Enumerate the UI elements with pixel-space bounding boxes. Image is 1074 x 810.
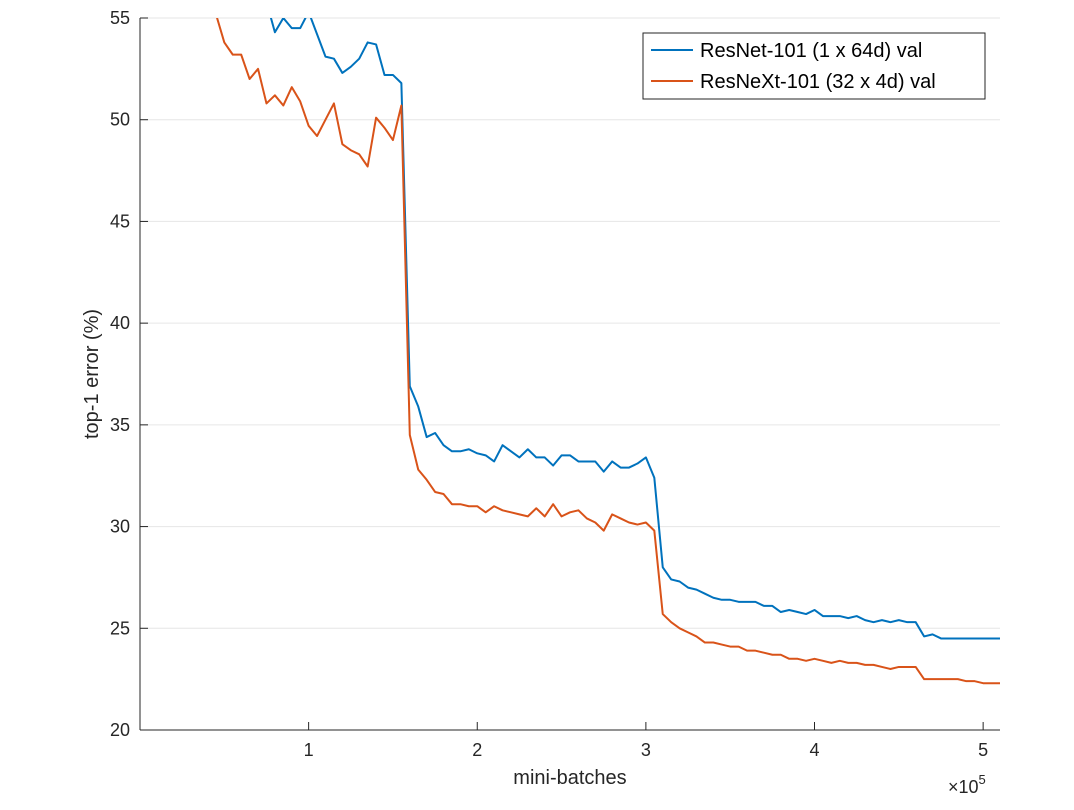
x-tick-label: 4: [810, 740, 820, 760]
series-line-0: [269, 18, 1000, 640]
legend-label-resnext: ResNeXt-101 (32 x 4d) val: [700, 71, 936, 93]
x-tick-label: 2: [472, 740, 482, 760]
y-tick-label: 55: [110, 8, 130, 28]
legend-label-resnet: ResNet-101 (1 x 64d) val: [700, 40, 922, 62]
y-tick-label: 50: [110, 110, 130, 130]
y-tick-label: 25: [110, 618, 130, 638]
x-axis-label: mini-batches: [513, 767, 626, 789]
legend: ResNet-101 (1 x 64d) val ResNeXt-101 (32…: [642, 32, 986, 100]
y-axis-label: top-1 error (%): [81, 309, 103, 439]
x-exponent-label: ×105: [948, 772, 986, 797]
y-tick-label: 45: [110, 211, 130, 231]
y-tick-label: 20: [110, 720, 130, 740]
legend-box: [642, 32, 986, 100]
series-line-1: [216, 18, 1000, 685]
x-tick-label: 3: [641, 740, 651, 760]
x-exponent-base: ×10: [948, 777, 979, 797]
y-tick-label: 40: [110, 313, 130, 333]
y-tick-label: 35: [110, 415, 130, 435]
gridlines: [140, 17, 1000, 731]
y-tick-label: 30: [110, 517, 130, 537]
x-tick-label: 1: [304, 740, 314, 760]
axes: [139, 17, 1000, 731]
x-tick-label: 5: [978, 740, 988, 760]
series-layer: [216, 18, 1000, 685]
plot-background: [140, 18, 1000, 730]
x-exponent-power: 5: [979, 772, 986, 787]
